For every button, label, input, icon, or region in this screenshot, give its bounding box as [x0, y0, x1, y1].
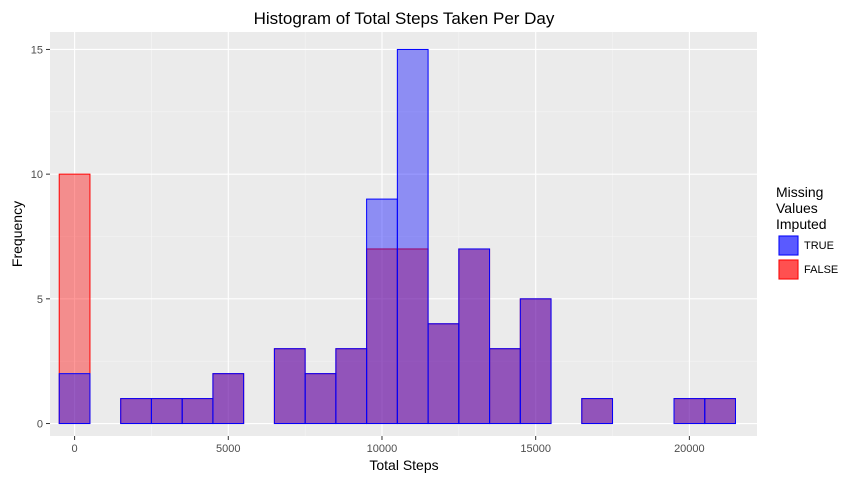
false-bar	[427, 323, 460, 425]
series-false-bars	[58, 173, 736, 425]
major-gridlines	[50, 32, 757, 436]
true-bar	[704, 398, 736, 425]
x-tick-label: 5000	[216, 443, 240, 455]
true-bar	[366, 198, 398, 425]
false-bar	[58, 173, 91, 425]
true-bar	[489, 348, 521, 425]
y-tick-label: 5	[37, 294, 43, 306]
false-bar	[150, 398, 183, 425]
series-true-bars	[58, 48, 736, 425]
true-bar	[673, 398, 706, 425]
false-bar	[212, 373, 245, 425]
x-tick-label: 0	[72, 443, 78, 455]
x-axis-title: Total Steps	[369, 457, 438, 473]
false-bar	[181, 398, 214, 425]
legend-key-true	[778, 235, 799, 256]
legend: Missing Values Imputed TRUE FALSE	[776, 184, 838, 280]
true-bar	[335, 348, 368, 425]
y-tick-label: 15	[31, 44, 43, 56]
true-bar	[181, 398, 214, 425]
y-axis: 0 5 10 15	[31, 44, 50, 431]
legend-title-line-3: Imputed	[776, 216, 827, 232]
true-bar	[458, 248, 491, 425]
x-tick-label: 15000	[520, 443, 551, 455]
true-bar	[212, 373, 245, 425]
false-bar	[304, 373, 337, 425]
legend-key-false	[778, 259, 799, 280]
true-bar	[273, 348, 306, 425]
chart-title: Histogram of Total Steps Taken Per Day	[254, 9, 555, 28]
true-bar	[581, 398, 614, 425]
x-tick-label: 10000	[367, 443, 398, 455]
false-bar	[519, 298, 552, 425]
legend-label-false: FALSE	[804, 264, 838, 276]
legend-label-true: TRUE	[804, 240, 834, 252]
y-axis-title: Frequency	[9, 201, 25, 267]
true-bar	[519, 298, 552, 425]
true-bar	[396, 48, 429, 425]
true-bar	[150, 398, 183, 425]
true-bar	[58, 373, 91, 425]
legend-title-line-1: Missing	[776, 184, 823, 200]
y-tick-label: 10	[31, 169, 43, 181]
false-bar	[366, 248, 398, 425]
true-bar	[304, 373, 337, 425]
true-bar	[120, 398, 152, 425]
legend-title-line-2: Values	[776, 200, 818, 216]
true-bar	[427, 323, 460, 425]
minor-gridlines	[50, 32, 757, 436]
plot-panel	[50, 32, 757, 436]
false-bar	[396, 248, 429, 425]
x-tick-label: 20000	[674, 443, 705, 455]
y-tick-label: 0	[37, 419, 43, 431]
false-bar	[335, 348, 368, 425]
x-axis: 0 5000 10000 15000 20000	[72, 436, 705, 455]
